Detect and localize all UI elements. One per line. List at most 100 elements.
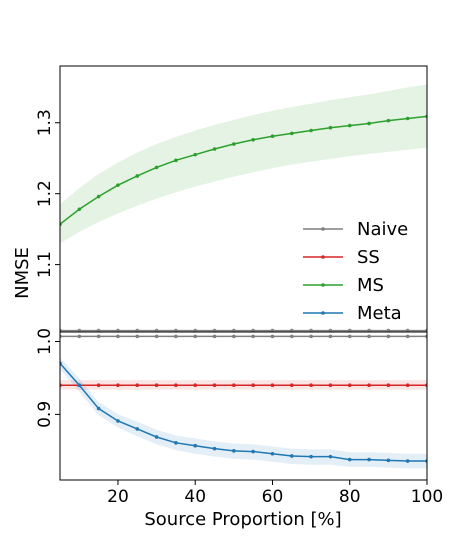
naive-point [347, 328, 352, 332]
ss-point [309, 383, 313, 388]
ss-point [328, 383, 333, 388]
naive-point [251, 328, 255, 332]
naive-point [116, 328, 120, 332]
x-tick-label: 80 [339, 487, 361, 507]
ms-point [135, 174, 140, 178]
meta-point [347, 457, 352, 462]
ss-point [135, 383, 140, 388]
naive-point [96, 328, 101, 332]
legend-label: Naive [357, 219, 408, 240]
naive-point [193, 334, 198, 339]
meta-point [174, 441, 178, 445]
y-tick-label: 0.9 [35, 401, 55, 428]
meta-point [154, 435, 159, 439]
meta-point [386, 458, 391, 463]
ss-point [405, 383, 410, 388]
meta-point [309, 454, 313, 459]
naive-point [270, 328, 275, 332]
x-tick-label: 100 [411, 487, 443, 507]
naive-point [232, 328, 236, 332]
naive-point [251, 334, 255, 339]
naive-point [77, 334, 82, 339]
naive-point [328, 334, 333, 339]
ms-point [96, 194, 101, 199]
upper-panel-bands [60, 84, 427, 244]
x-axis-ticks: 20 40 60 80 100 [107, 480, 443, 507]
meta-line-lower [60, 362, 427, 462]
legend-marker [321, 255, 325, 259]
naive-point [212, 328, 217, 332]
meta-point [77, 383, 82, 388]
naive-point [116, 334, 120, 339]
ss-point [367, 383, 371, 388]
ms-point [328, 125, 333, 130]
meta-point [251, 449, 255, 454]
legend-marker [321, 283, 325, 287]
ss-point [232, 383, 236, 388]
naive-point [309, 334, 313, 339]
legend-label: SS [357, 247, 380, 268]
naive-point [386, 328, 391, 332]
ss-point [347, 383, 352, 388]
meta-point [328, 454, 333, 459]
y-tick-label: 1.0 [35, 328, 55, 355]
legend-label: Meta [357, 303, 402, 324]
naive-point [212, 334, 217, 339]
ss-point [154, 383, 159, 388]
meta-point [289, 454, 294, 458]
ms-point [367, 121, 371, 126]
ms-point [347, 123, 352, 128]
y-axis-label: NMSE [12, 247, 33, 299]
ss-point [212, 383, 217, 388]
naive-point [270, 334, 275, 339]
ms-point [77, 207, 82, 212]
ms-point [116, 183, 120, 187]
ms-point [154, 165, 159, 170]
legend-label: MS [357, 275, 384, 296]
naive-point [96, 334, 101, 339]
meta-point [232, 449, 236, 453]
naive-point [193, 328, 198, 332]
meta-point [135, 427, 140, 431]
naive-point [154, 328, 159, 332]
naive-point [309, 328, 313, 332]
meta-point [212, 446, 217, 451]
legend-marker [321, 311, 325, 315]
meta-point [116, 419, 120, 423]
naive-point [405, 328, 410, 332]
naive-point [154, 334, 159, 339]
naive-point [289, 334, 294, 339]
x-tick-label: 40 [184, 487, 206, 507]
naive-point [367, 334, 371, 339]
ms-point [386, 118, 391, 123]
ms-point [270, 134, 275, 139]
ss-point [251, 383, 255, 388]
naive-point [174, 334, 178, 339]
ms-point [212, 147, 217, 151]
ms-point [289, 131, 294, 136]
ms-line-upper [60, 115, 427, 225]
y-tick-label: 1.2 [35, 180, 55, 207]
ms-point [174, 158, 178, 163]
ms-point [232, 142, 236, 146]
ss-point [270, 383, 275, 388]
ms-point [405, 116, 410, 121]
meta-point [270, 451, 275, 456]
y-tick-label: 1.3 [35, 109, 55, 136]
naive-point [77, 328, 82, 332]
lower-panel-frame [59, 331, 428, 481]
naive-point [347, 334, 352, 339]
naive-point [405, 334, 410, 339]
naive-point [367, 328, 371, 332]
ss-point [386, 383, 391, 388]
ms-band-upper [60, 84, 427, 244]
upper-panel-series [60, 114, 427, 332]
naive-point [135, 334, 140, 339]
x-tick-label: 20 [107, 487, 129, 507]
naive-point [289, 328, 294, 332]
ss-point [96, 383, 101, 388]
lower-panel-series [60, 334, 427, 463]
x-axis-label: Source Proportion [%] [144, 509, 341, 530]
legend: Naive SS MS Meta [303, 219, 408, 324]
